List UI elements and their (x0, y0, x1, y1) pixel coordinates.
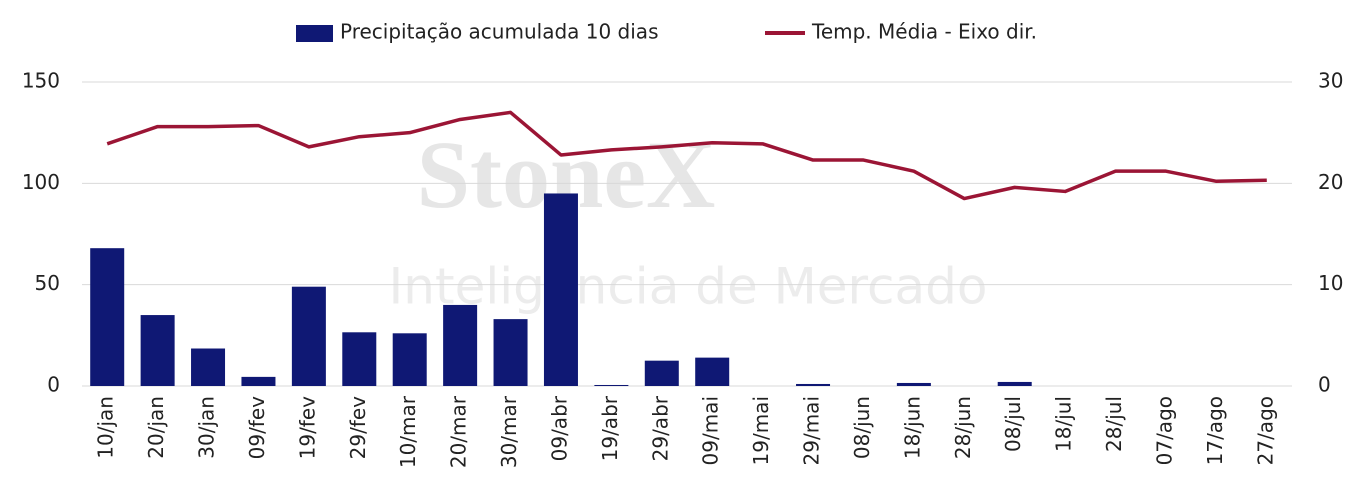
x-tick-label: 29/abr (648, 395, 672, 461)
x-tick-label: 18/jul (1052, 396, 1076, 452)
x-tick-label: 19/mai (749, 396, 773, 465)
x-tick-label: 29/mai (800, 396, 824, 465)
bar (140, 315, 175, 386)
bar (191, 348, 226, 386)
bar (90, 248, 125, 386)
bar (443, 304, 478, 386)
x-tick-label: 10/jan (94, 396, 118, 459)
bar (241, 376, 276, 386)
bar (291, 286, 326, 386)
x-tick-label: 28/jul (1102, 396, 1126, 452)
bar (997, 381, 1032, 386)
x-tick-label: 10/mar (396, 395, 420, 468)
x-tick-label: 09/abr (547, 395, 571, 461)
y2-tick-label: 10 (1318, 271, 1343, 295)
legend-label: Precipitação acumulada 10 dias (340, 20, 659, 44)
legend-swatch (296, 25, 333, 42)
x-tick-label: 20/mar (447, 395, 471, 468)
bar (796, 383, 831, 386)
bar (896, 382, 931, 386)
bar (342, 332, 377, 386)
x-tick-label: 29/fev (346, 396, 370, 460)
x-tick-label: 30/jan (195, 396, 219, 459)
x-tick-label: 08/jun (850, 396, 874, 459)
x-tick-label: 09/mai (699, 396, 723, 465)
bar (594, 384, 629, 386)
x-tick-label: 09/fev (245, 396, 269, 460)
y-tick-label: 50 (35, 271, 60, 295)
bar (493, 319, 528, 386)
y-tick-label: 0 (47, 373, 60, 397)
y-tick-label: 100 (22, 170, 60, 194)
bar (695, 357, 730, 386)
x-tick-label: 19/abr (598, 395, 622, 461)
x-tick-label: 28/jun (951, 396, 975, 459)
bar (644, 360, 679, 386)
bar (543, 193, 578, 386)
x-tick-label: 18/jun (900, 396, 924, 459)
y2-tick-label: 30 (1318, 69, 1343, 93)
line (106, 110, 1267, 201)
x-tick-label: 17/ago (1203, 396, 1227, 465)
y-tick-label: 150 (22, 69, 60, 93)
x-tick-label: 27/ago (1253, 396, 1277, 465)
bar (392, 333, 427, 386)
y2-tick-label: 0 (1318, 373, 1331, 397)
legend-label: Temp. Média - Eixo dir. (811, 20, 1037, 44)
x-tick-label: 07/ago (1152, 396, 1176, 465)
x-tick-label: 20/jan (144, 396, 168, 459)
x-tick-label: 30/mar (497, 395, 521, 468)
x-tick-label: 19/fev (295, 396, 319, 460)
watermark-subtitle: Inteligência de Mercado (389, 258, 988, 316)
x-tick-label: 08/jul (1001, 396, 1025, 452)
y2-tick-label: 20 (1318, 170, 1343, 194)
